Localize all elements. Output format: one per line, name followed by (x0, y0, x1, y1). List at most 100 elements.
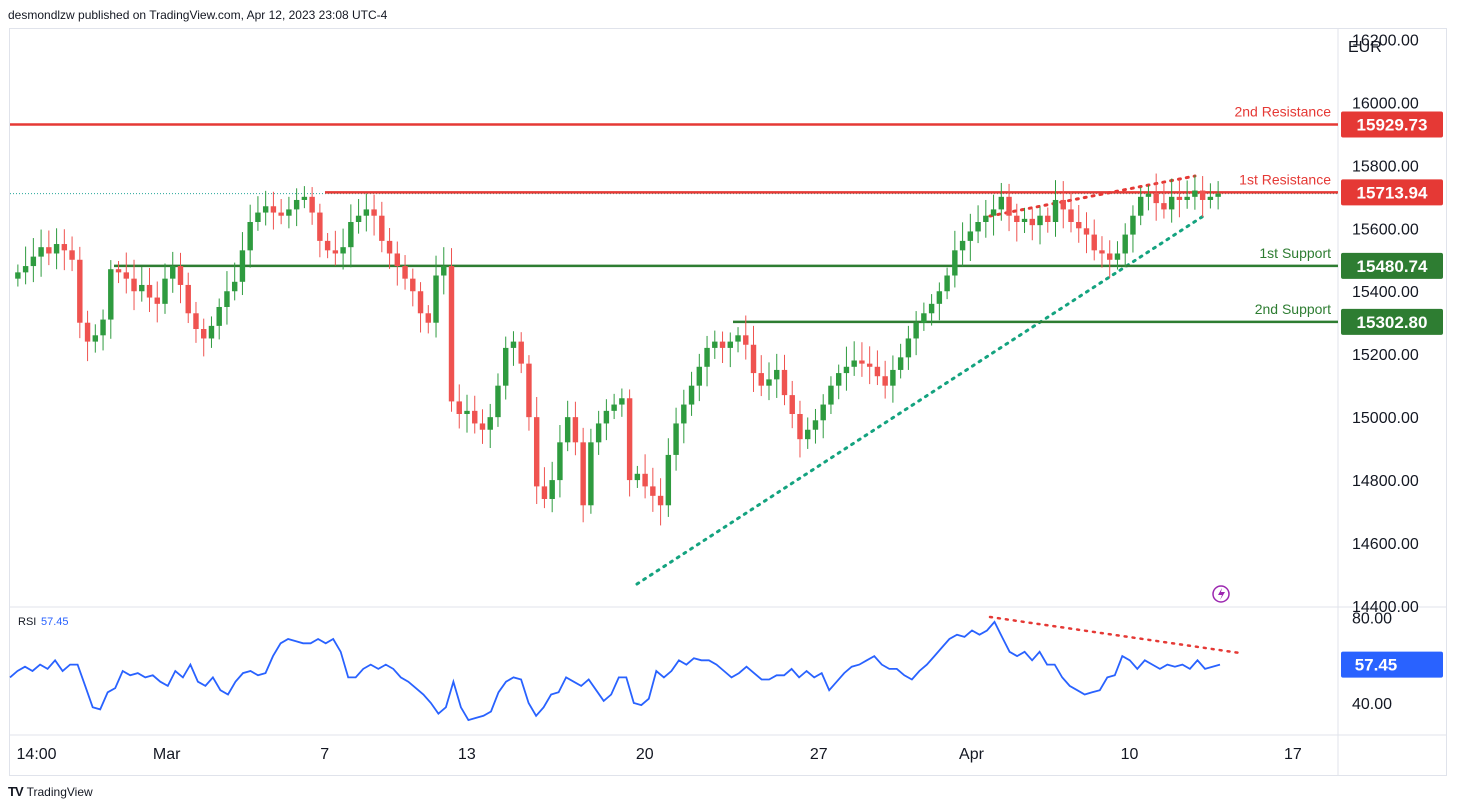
candle-body (472, 410, 478, 424)
candle-body (650, 486, 656, 496)
candle-body (595, 423, 602, 443)
candle-body (998, 196, 1005, 210)
candle-body (704, 347, 710, 367)
level-name: 2nd Support (1255, 301, 1331, 317)
candle-body (518, 341, 524, 364)
rsi-value-tag (1341, 651, 1443, 678)
price-tick-label: 14600.00 (1352, 536, 1419, 553)
currency-label: EUR (1348, 39, 1382, 56)
rsi-value-tag-label: 57.45 (1355, 656, 1398, 675)
candle-body (270, 206, 277, 213)
candle-body (944, 275, 950, 292)
candle-body (774, 369, 780, 380)
candle-body (1021, 218, 1028, 222)
level-price-label: 15713.94 (1357, 183, 1428, 202)
candle-body (1207, 196, 1214, 200)
candle-body (162, 278, 168, 304)
candle-body (216, 306, 222, 326)
publish-info: desmondlzw published on TradingView.com,… (8, 8, 388, 22)
candle-body (15, 272, 21, 279)
candle-body (665, 454, 672, 506)
time-tick-label: 20 (636, 746, 654, 763)
candle-body (688, 385, 695, 405)
candle-body (510, 341, 517, 348)
candle-body (123, 272, 129, 279)
candle-body (812, 420, 819, 430)
candle-body (681, 404, 687, 424)
candle-body (905, 338, 912, 358)
level-name: 1st Support (1259, 245, 1331, 261)
level-price-tag (1341, 252, 1443, 279)
rsi-title: RSI (18, 616, 36, 628)
candle-body (1099, 250, 1105, 254)
candle-body (634, 473, 641, 481)
candle-body (115, 269, 122, 273)
candle-body (1130, 215, 1136, 235)
candle-body (913, 322, 919, 339)
candle-body (185, 284, 191, 314)
candle-body (239, 250, 246, 282)
candle-body (208, 325, 215, 339)
candle-body (30, 256, 37, 267)
price-tick-label: 14800.00 (1352, 473, 1419, 490)
candle-body (1052, 199, 1059, 222)
brand-name: TradingView (26, 784, 93, 799)
candle-body (859, 360, 865, 364)
level-price-tag (1341, 111, 1443, 138)
time-tick-label: 17 (1284, 746, 1302, 763)
candle-body (170, 266, 176, 279)
candle-body (619, 398, 625, 405)
candle-body (835, 373, 842, 386)
candle-body (309, 196, 315, 213)
candle-body (588, 442, 594, 506)
candle-body (928, 303, 935, 314)
candle-body (727, 341, 733, 348)
candle-body (92, 335, 99, 342)
candle-body (479, 423, 486, 430)
candle-body (1006, 196, 1012, 216)
candle-body (1137, 196, 1144, 216)
candle-body (231, 281, 238, 292)
candle-body (100, 319, 106, 336)
time-tick-label: 14:00 (17, 746, 57, 763)
rsi-tick-label: 40.00 (1352, 696, 1392, 713)
candle-body (673, 423, 679, 455)
candle-body (766, 379, 772, 386)
footer-brand: TV TradingView (8, 784, 93, 799)
candle-body (69, 250, 75, 260)
candle-body (603, 410, 610, 424)
candle-body (564, 417, 571, 443)
candle-body (425, 313, 431, 323)
candle-body (84, 322, 91, 342)
candle-body (851, 360, 857, 367)
candle-body (38, 247, 44, 257)
candle-body (324, 240, 331, 251)
candle-body (1107, 253, 1113, 260)
candle-body (1083, 228, 1090, 235)
candle-body (735, 335, 741, 342)
candle-body (712, 341, 718, 348)
candle-body (77, 259, 83, 323)
candle-body (1215, 193, 1221, 197)
alert-lightning-icon (1212, 585, 1230, 603)
candle-body (386, 240, 393, 254)
candle-body (131, 278, 137, 292)
candle-body (1161, 203, 1167, 210)
ascending-trendline (635, 213, 1207, 586)
candle-body (533, 417, 540, 487)
candle-body (441, 266, 447, 276)
candle-body (897, 357, 904, 370)
candle-body (890, 369, 896, 386)
candle-body (1114, 253, 1121, 260)
candle-body (580, 442, 586, 506)
candle-body (936, 291, 943, 304)
candle-body (417, 291, 424, 314)
candle-body (286, 209, 292, 216)
candle-body (371, 209, 377, 216)
candle-body (1184, 196, 1190, 200)
candle-body (828, 385, 834, 405)
candle-body (201, 329, 207, 339)
candle-body (22, 266, 29, 273)
candle-body (611, 404, 617, 411)
